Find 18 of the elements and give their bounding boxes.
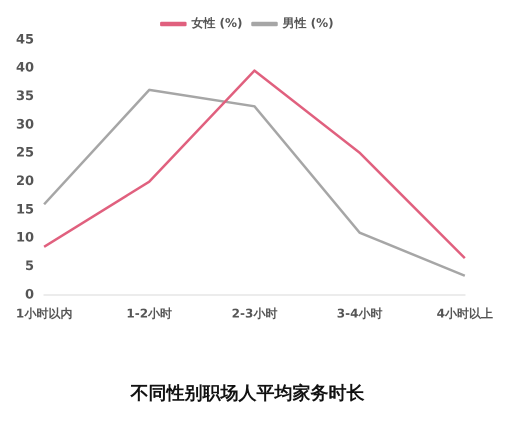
y-tick-label: 20 [16, 174, 34, 190]
legend-label: 女性 (%) [190, 16, 242, 30]
text: 不同性别职场人平均家务时长 [130, 382, 366, 404]
x-tick-label: 2-3小时 [232, 306, 278, 320]
y-tick-label: 15 [16, 202, 34, 218]
x-tick-label: 3-4小时 [336, 306, 382, 320]
x-tick-label: 1-2小时 [126, 306, 172, 320]
y-tick-label: 45 [16, 32, 34, 48]
legend-label: 男性 (%) [282, 16, 334, 30]
y-tick-label: 5 [25, 259, 34, 274]
y-tick-label: 25 [16, 146, 34, 161]
y-tick-label: 30 [16, 117, 34, 132]
y-tick-label: 10 [16, 230, 34, 246]
x-tick-label: 1小时以内 [16, 306, 72, 320]
y-tick-label: 40 [16, 60, 34, 76]
x-tick-label: 4小时以上 [436, 306, 494, 320]
y-tick-label: 0 [25, 287, 34, 302]
y-tick-label: 35 [16, 89, 34, 104]
